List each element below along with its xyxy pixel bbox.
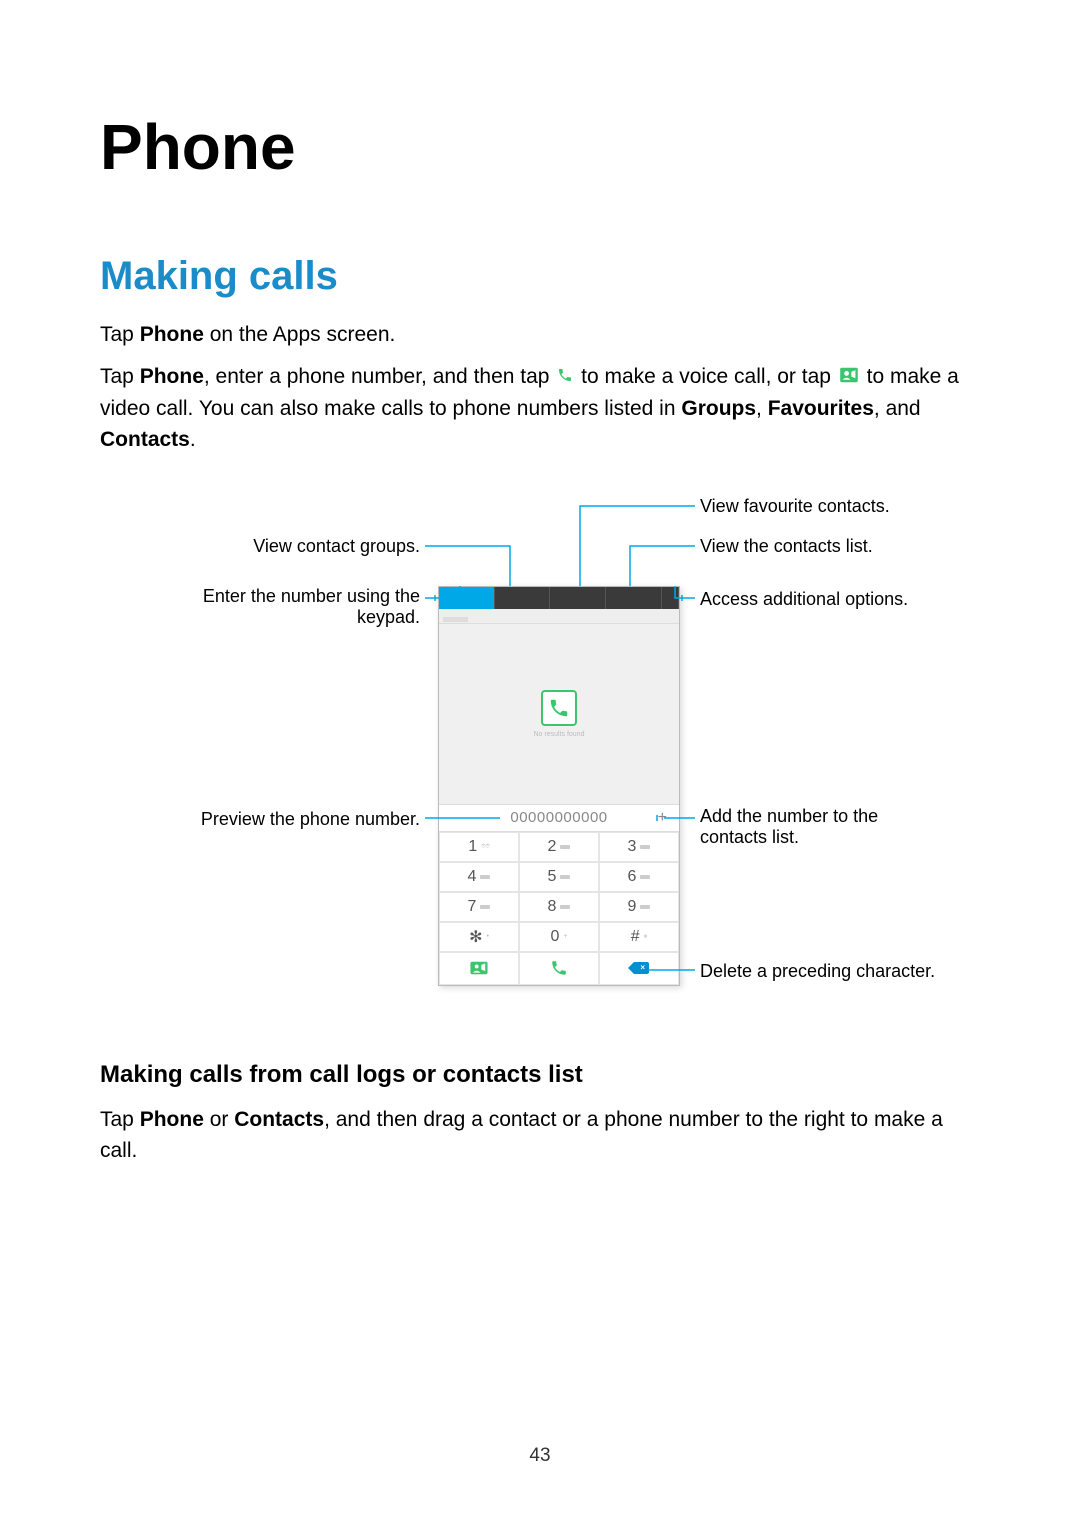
voice-call-button[interactable] <box>519 952 599 985</box>
bottom-action-row: × <box>439 952 679 985</box>
voicemail-icon: ⌾⌾ <box>481 843 489 851</box>
key-hash[interactable]: #⏸ <box>599 922 679 952</box>
tab-more-options[interactable] <box>662 587 679 609</box>
video-call-icon <box>839 361 859 393</box>
page-number: 43 <box>0 1445 1080 1467</box>
text-bold: Phone <box>140 1108 204 1131</box>
callout-preview-number: Preview the phone number. <box>100 809 420 831</box>
key-digit: 1 <box>468 838 477 856</box>
phone-number-row: 00000000000 + <box>439 804 679 832</box>
paragraph-2: Tap Phone, enter a phone number, and the… <box>100 361 980 456</box>
callout-access-options: Access additional options. <box>700 589 980 611</box>
subsection-heading: Making calls from call logs or contacts … <box>100 1061 980 1089</box>
phone-screenshot: No results found 00000000000 + 1 ⌾⌾ 2 3 4… <box>438 586 680 986</box>
key-0[interactable]: 0+ <box>519 922 599 952</box>
text: on the Apps screen. <box>204 323 395 346</box>
text-bold: Groups <box>681 397 756 420</box>
text-bold: Phone <box>140 365 204 388</box>
text: Tap <box>100 365 140 388</box>
phone-number-preview: 00000000000 <box>510 809 607 826</box>
key-4[interactable]: 4 <box>439 862 519 892</box>
text: keypad. <box>357 607 420 627</box>
key-digit: 2 <box>548 838 557 856</box>
video-call-button[interactable] <box>439 952 519 985</box>
text: Tap <box>100 323 140 346</box>
backspace-icon: × <box>629 962 649 974</box>
text-bold: Contacts <box>100 428 190 451</box>
diagram: No results found 00000000000 + 1 ⌾⌾ 2 3 4… <box>100 486 980 1006</box>
text: Add the number to the <box>700 806 878 826</box>
text: Tap <box>100 1108 140 1131</box>
page-title: Phone <box>100 110 980 184</box>
key-8[interactable]: 8 <box>519 892 599 922</box>
tab-favourites[interactable] <box>550 587 606 609</box>
text: or <box>204 1108 234 1131</box>
text-bold: Favourites <box>768 397 874 420</box>
paragraph-3: Tap Phone or Contacts, and then drag a c… <box>100 1104 980 1167</box>
key-digit: 4 <box>468 868 477 886</box>
key-digit: 9 <box>628 898 637 916</box>
voice-call-icon <box>557 361 573 393</box>
key-digit: 8 <box>548 898 557 916</box>
callout-add-number: Add the number to the contacts list. <box>700 806 980 849</box>
backspace-button[interactable]: × <box>599 952 679 985</box>
key-6[interactable]: 6 <box>599 862 679 892</box>
key-2[interactable]: 2 <box>519 832 599 862</box>
text: , and <box>874 397 921 420</box>
callout-view-groups: View contact groups. <box>100 536 420 558</box>
callout-enter-keypad: Enter the number using the keypad. <box>100 586 420 629</box>
key-9[interactable]: 9 <box>599 892 679 922</box>
callout-delete-char: Delete a preceding character. <box>700 961 980 983</box>
key-5[interactable]: 5 <box>519 862 599 892</box>
key-digit: 3 <box>628 838 637 856</box>
text: , enter a phone number, and then tap <box>204 365 555 388</box>
callout-view-contacts: View the contacts list. <box>700 536 980 558</box>
key-digit: # <box>631 928 640 946</box>
key-digit: 0 <box>551 928 560 946</box>
text: to make a voice call, or tap <box>575 365 836 388</box>
big-call-icon <box>541 690 577 726</box>
key-digit: 6 <box>628 868 637 886</box>
phone-mid-area: No results found <box>439 624 679 804</box>
text: , <box>756 397 768 420</box>
section-heading: Making calls <box>100 254 980 299</box>
paragraph-1: Tap Phone on the Apps screen. <box>100 319 980 351</box>
text: contacts list. <box>700 827 799 847</box>
key-7[interactable]: 7 <box>439 892 519 922</box>
tab-keypad[interactable] <box>439 587 495 609</box>
text: . <box>190 428 196 451</box>
text-bold: Phone <box>140 323 204 346</box>
tab-groups[interactable] <box>495 587 551 609</box>
text-bold: Contacts <box>234 1108 324 1131</box>
key-digit: 5 <box>548 868 557 886</box>
search-bar[interactable] <box>439 609 679 624</box>
text: Enter the number using the <box>203 586 420 606</box>
key-digit: ✻ <box>469 927 482 947</box>
key-digit: 7 <box>468 898 477 916</box>
callout-view-favourites: View favourite contacts. <box>700 496 980 518</box>
phone-tabs <box>439 587 679 609</box>
key-3[interactable]: 3 <box>599 832 679 862</box>
add-contact-plus[interactable]: + <box>658 809 667 827</box>
keypad: 1 ⌾⌾ 2 3 4 5 6 7 8 9 ✻• 0+ #⏸ <box>439 832 679 952</box>
tab-contacts[interactable] <box>606 587 662 609</box>
no-results-text: No results found <box>534 731 585 738</box>
key-1[interactable]: 1 ⌾⌾ <box>439 832 519 862</box>
key-star[interactable]: ✻• <box>439 922 519 952</box>
